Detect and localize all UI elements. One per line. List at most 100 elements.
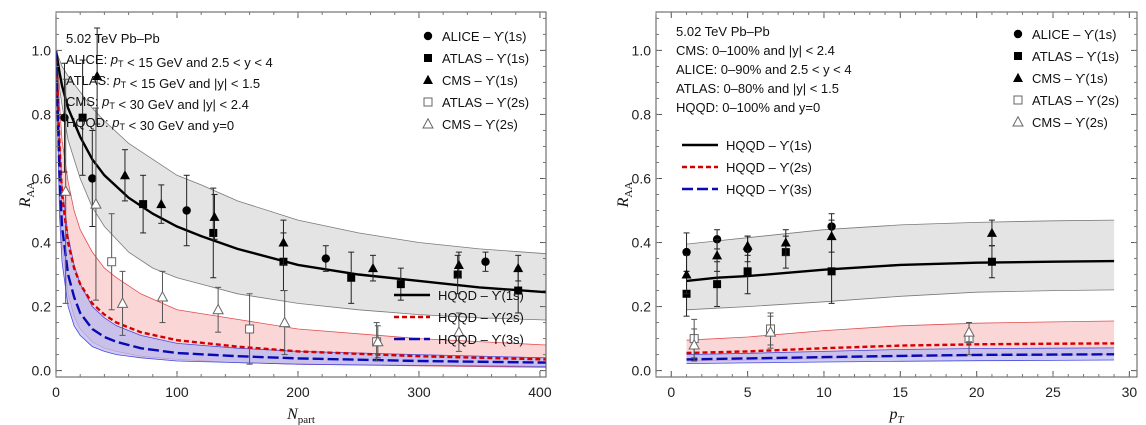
annotation-text: ATLAS: 0–80% and |y| < 1.5 <box>676 81 839 96</box>
band-3s <box>56 50 546 367</box>
legend-marker-atlas-1s-square <box>424 54 432 62</box>
y-tick-label: 0.6 <box>32 170 52 186</box>
marker-atlas-1s-square <box>453 270 462 279</box>
marker-cms-1s-triangle <box>712 250 723 260</box>
marker-atlas-2s-open-square <box>107 257 117 267</box>
y-tick-label: 0.4 <box>32 235 52 251</box>
hqqd-curve-1s <box>686 259 1115 283</box>
marker-cms-2s-open-triangle <box>764 325 777 337</box>
marker-cms-1s-triangle <box>156 198 167 209</box>
legend-label: ALICE – ϒ(1s) <box>442 29 526 44</box>
annotation-text: 5.02 TeV Pb–Pb <box>66 31 160 46</box>
x-tick-label: 5 <box>744 384 752 400</box>
legend-label: HQQD – ϒ(1s) <box>438 288 524 303</box>
x-tick-label: 200 <box>286 384 310 400</box>
legend-label: ATLAS – ϒ(1s) <box>1032 49 1119 64</box>
x-axis-label: Npart <box>286 406 315 425</box>
plot-area <box>681 213 1115 364</box>
marker-cms-2s-open-triangle <box>59 185 72 196</box>
marker-alice-1s <box>60 113 69 122</box>
marker-cms-1s-triangle <box>780 237 791 247</box>
marker-atlas-2s-open-square <box>245 324 255 334</box>
axis-ticks: 0 100 200 300 400 0.0 0.2 0.4 0.6 0.8 1.0 <box>32 12 552 400</box>
band-1s <box>56 50 546 321</box>
marker-cms-1s-triangle <box>92 70 103 81</box>
legend-marker-cms-2s-open-triangle <box>1012 115 1024 127</box>
hqqd-curve-3s <box>686 353 1115 361</box>
band-lower-edge-1s <box>686 289 1115 311</box>
marker-cms-2s-open-triangle <box>688 338 701 350</box>
y-tick-label: 0.2 <box>632 299 652 315</box>
legend-label: ATLAS – ϒ(2s) <box>1032 93 1119 108</box>
y-tick-label: 0.8 <box>632 106 652 122</box>
legend-label: CMS – ϒ(2s) <box>442 117 518 132</box>
legend-label: CMS – ϒ(1s) <box>442 73 518 88</box>
annotation-text: 5.02 TeV Pb–Pb <box>676 24 770 39</box>
legend-label: HQQD – ϒ(1s) <box>726 138 812 153</box>
y-axis-label: RAA <box>615 182 635 209</box>
marker-alice-1s <box>682 247 691 257</box>
x-tick-label: 400 <box>528 384 552 400</box>
legend-label: ATLAS – ϒ(2s) <box>442 95 529 110</box>
y-tick-label: 0.4 <box>632 235 652 251</box>
x-tick-label: 0 <box>667 384 675 400</box>
legend-marker-alice-1s <box>423 31 433 41</box>
annotation-text: ALICE: pT < 15 GeV and 2.5 < y < 4 <box>66 52 273 70</box>
marker-cms-2s-open-triangle <box>371 335 384 347</box>
legend-label: ALICE – ϒ(1s) <box>1032 27 1116 42</box>
x-tick-label: 0 <box>52 384 60 400</box>
annotation-text: CMS: pT < 30 GeV and |y| < 2.4 <box>66 94 249 112</box>
y-tick-label: 0.0 <box>32 363 52 379</box>
marker-cms-2s-open-triangle <box>90 197 102 209</box>
marker-cms-1s-triangle <box>513 262 524 273</box>
marker-atlas-1s-square <box>139 200 148 209</box>
x-tick-label: 25 <box>1045 384 1061 400</box>
y-tick-label: 1.0 <box>632 42 652 58</box>
left-panel-nparticipants: 0 100 200 300 400 0.0 0.2 0.4 0.6 0.8 1.0 Npart RAA 5… <box>17 11 552 425</box>
plot-area <box>56 27 546 368</box>
marker-alice-1s <box>88 174 97 183</box>
marker-cms-1s-triangle <box>742 240 753 250</box>
x-tick-label: 30 <box>1122 384 1138 400</box>
marker-cms-2s-open-triangle <box>453 325 465 337</box>
marker-cms-1s-triangle <box>119 170 130 180</box>
marker-atlas-1s-square <box>713 280 722 289</box>
x-tick-label: 15 <box>893 384 909 400</box>
y-tick-label: 0.0 <box>632 363 652 379</box>
band-lower-edge-3s <box>686 359 1115 364</box>
marker-cms-1s-triangle <box>986 227 997 237</box>
axis-ticks: 0 5 10 15 20 25 30 0.0 0.2 0.4 0.6 0.8 1.0 <box>632 12 1138 400</box>
marker-cms-1s-triangle <box>681 269 692 279</box>
annotation-text: HQQD: 0–100% and y=0 <box>676 100 820 115</box>
legend-marker-atlas-1s-square <box>1014 52 1022 60</box>
marker-cms-2s-open-triangle <box>963 325 975 337</box>
legend-marker-alice-1s <box>1013 29 1023 39</box>
marker-alice-1s <box>321 254 331 263</box>
marker-cms-2s-open-triangle <box>212 303 224 315</box>
marker-atlas-1s-square <box>743 267 752 276</box>
marker-cms-1s-triangle <box>278 237 289 247</box>
y-tick-label: 0.2 <box>32 299 52 315</box>
right-panel-transverse-momentum: 0 5 10 15 20 25 30 0.0 0.2 0.4 0.6 0.8 1.0 pT RAA 5.02 … <box>615 11 1138 425</box>
marker-cms-1s-triangle <box>826 230 837 241</box>
marker-cms-1s-triangle <box>209 211 220 221</box>
marker-cms-1s-triangle <box>367 262 378 273</box>
marker-alice-1s <box>182 206 191 215</box>
marker-alice-1s <box>481 257 490 266</box>
legend-label: HQQD – ϒ(3s) <box>726 182 812 197</box>
legend-label: CMS – ϒ(1s) <box>1032 71 1108 86</box>
hqqd-curve-3s <box>56 50 546 364</box>
x-tick-label: 20 <box>969 384 985 400</box>
legend-marker-cms-1s-triangle <box>1013 72 1023 82</box>
legend-label: ATLAS – ϒ(1s) <box>442 51 529 66</box>
y-tick-label: 0.8 <box>32 106 52 122</box>
x-axis-label: pT <box>888 406 904 425</box>
legend-label: HQQD – ϒ(2s) <box>438 310 524 325</box>
x-tick-label: 100 <box>165 384 189 400</box>
legend-marker-atlas-2s-open-square <box>423 97 433 107</box>
band-upper-edge-1s <box>686 219 1115 245</box>
legend-marker-cms-2s-open-triangle <box>422 117 434 129</box>
marker-atlas-1s-square <box>514 286 523 295</box>
annotation-text: ALICE: 0–90% and 2.5 < y < 4 <box>676 62 852 77</box>
y-tick-label: 0.6 <box>632 170 652 186</box>
